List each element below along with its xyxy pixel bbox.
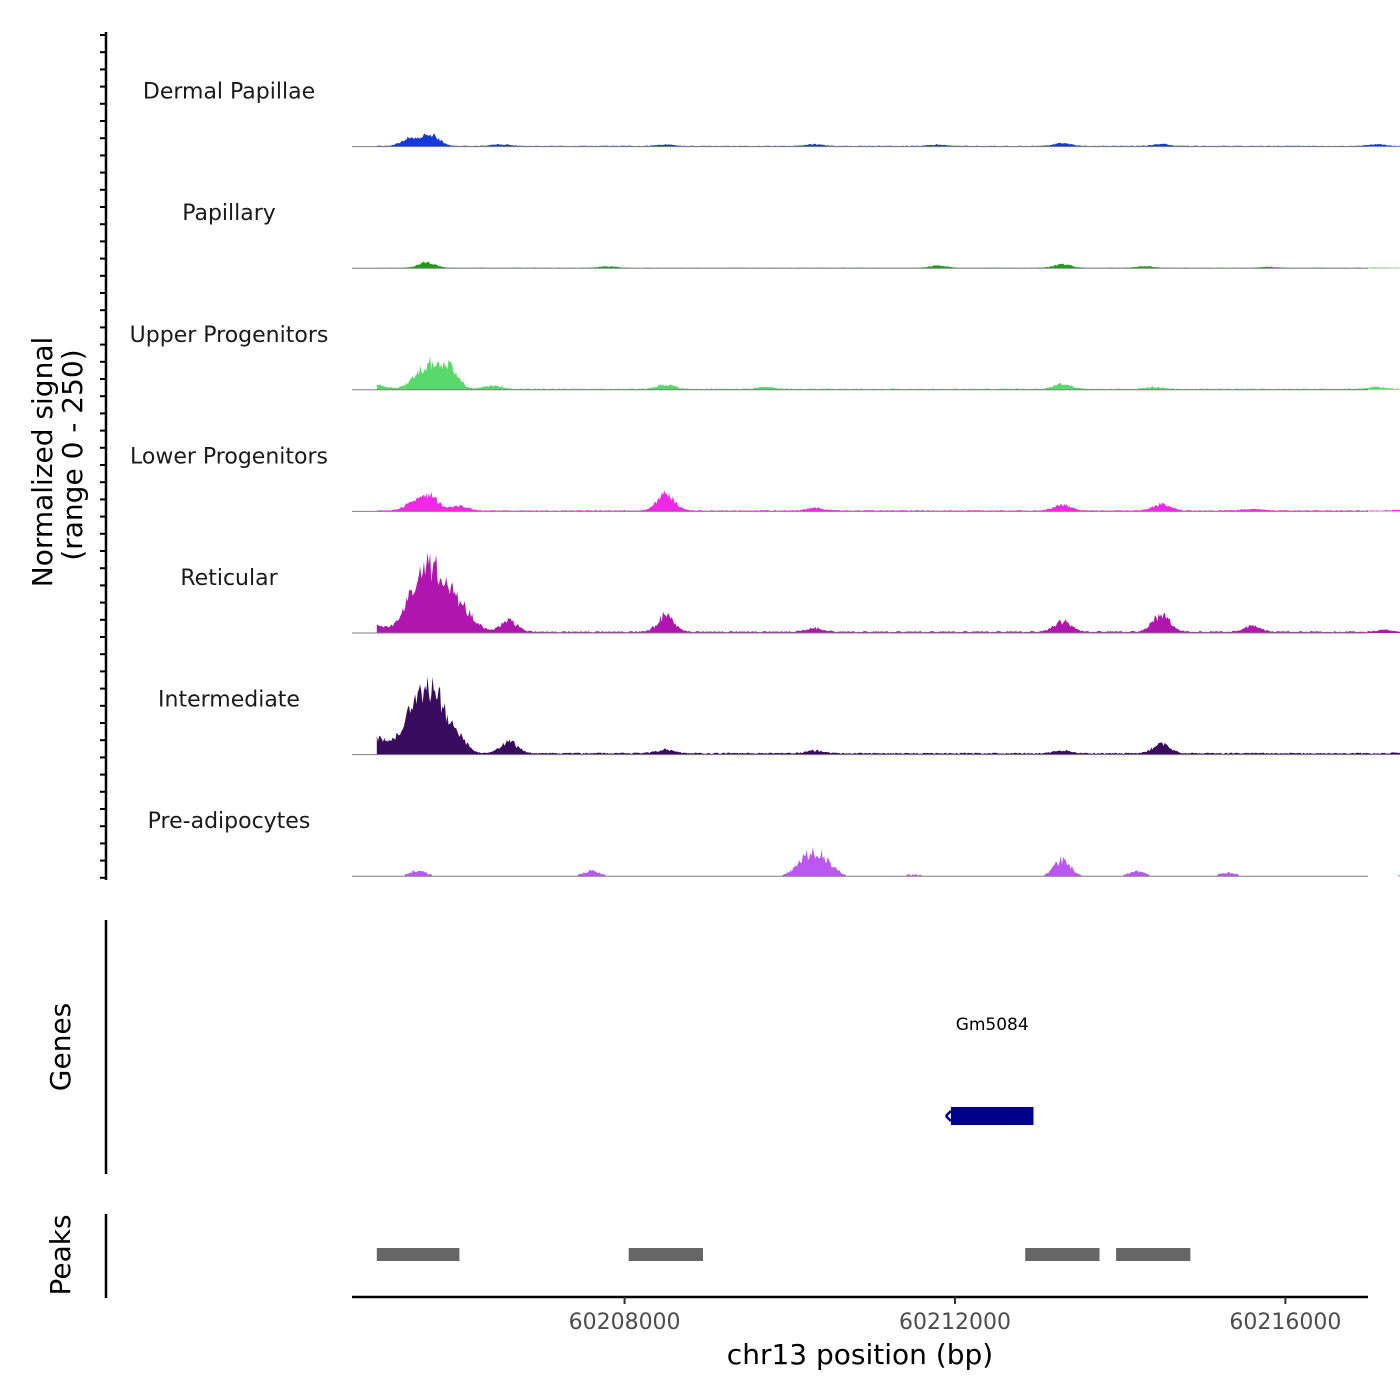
genes-axis-title: Genes: [44, 1003, 77, 1091]
peaks-axis-title: Peaks: [44, 1214, 77, 1295]
signal-area: [376, 847, 1400, 877]
x-tick-label: 60216000: [1229, 1310, 1341, 1335]
gene-body: [950, 1107, 1034, 1125]
track-label: Lower Progenitors: [130, 444, 328, 469]
strand-arrow-icon: [944, 1110, 952, 1122]
signal-area: [376, 490, 1400, 512]
track-reticular: Reticular: [180, 552, 1400, 634]
track-label: Dermal Papillae: [143, 80, 315, 105]
peak-region: [1116, 1248, 1191, 1261]
signal-area: [376, 552, 1400, 633]
track-lower-progenitors: Lower Progenitors: [130, 444, 1400, 512]
peak-region: [628, 1248, 703, 1261]
peak-region: [376, 1248, 460, 1261]
signal-area: [376, 676, 1400, 755]
track-dermal-papillae: Dermal Papillae: [143, 80, 1400, 148]
peak-region: [1025, 1248, 1100, 1261]
track-pre-adipocytes: Pre-adipocytes: [148, 809, 1400, 877]
axes: 60208000 60212000 60216000: [100, 32, 1368, 1335]
x-tick-label: 60208000: [569, 1310, 681, 1335]
y-axis-title-line2: (range 0 - 250): [56, 349, 89, 560]
gene-label: Gm5084: [956, 1015, 1029, 1035]
genes-track: Gm5084: [104, 920, 1034, 1174]
signal-tracks: Dermal Papillae Papillary Upper Progenitor…: [130, 80, 1400, 877]
track-label: Intermediate: [158, 688, 300, 713]
y-axis-title-line1: Normalized signal: [26, 337, 59, 588]
track-intermediate: Intermediate: [158, 676, 1400, 756]
track-papillary: Papillary: [182, 201, 1400, 269]
signal-area: [376, 261, 1400, 269]
track-upper-progenitors: Upper Progenitors: [130, 323, 1400, 391]
x-tick-label: 60212000: [899, 1310, 1011, 1335]
signal-area: [376, 356, 1400, 390]
signal-area: [376, 133, 1400, 147]
track-label: Reticular: [180, 566, 278, 591]
x-axis-title: chr13 position (bp): [727, 1338, 993, 1371]
track-label: Pre-adipocytes: [148, 809, 311, 834]
track-label: Upper Progenitors: [130, 323, 329, 348]
track-label: Papillary: [182, 201, 276, 226]
peaks-track: [104, 1214, 1191, 1298]
